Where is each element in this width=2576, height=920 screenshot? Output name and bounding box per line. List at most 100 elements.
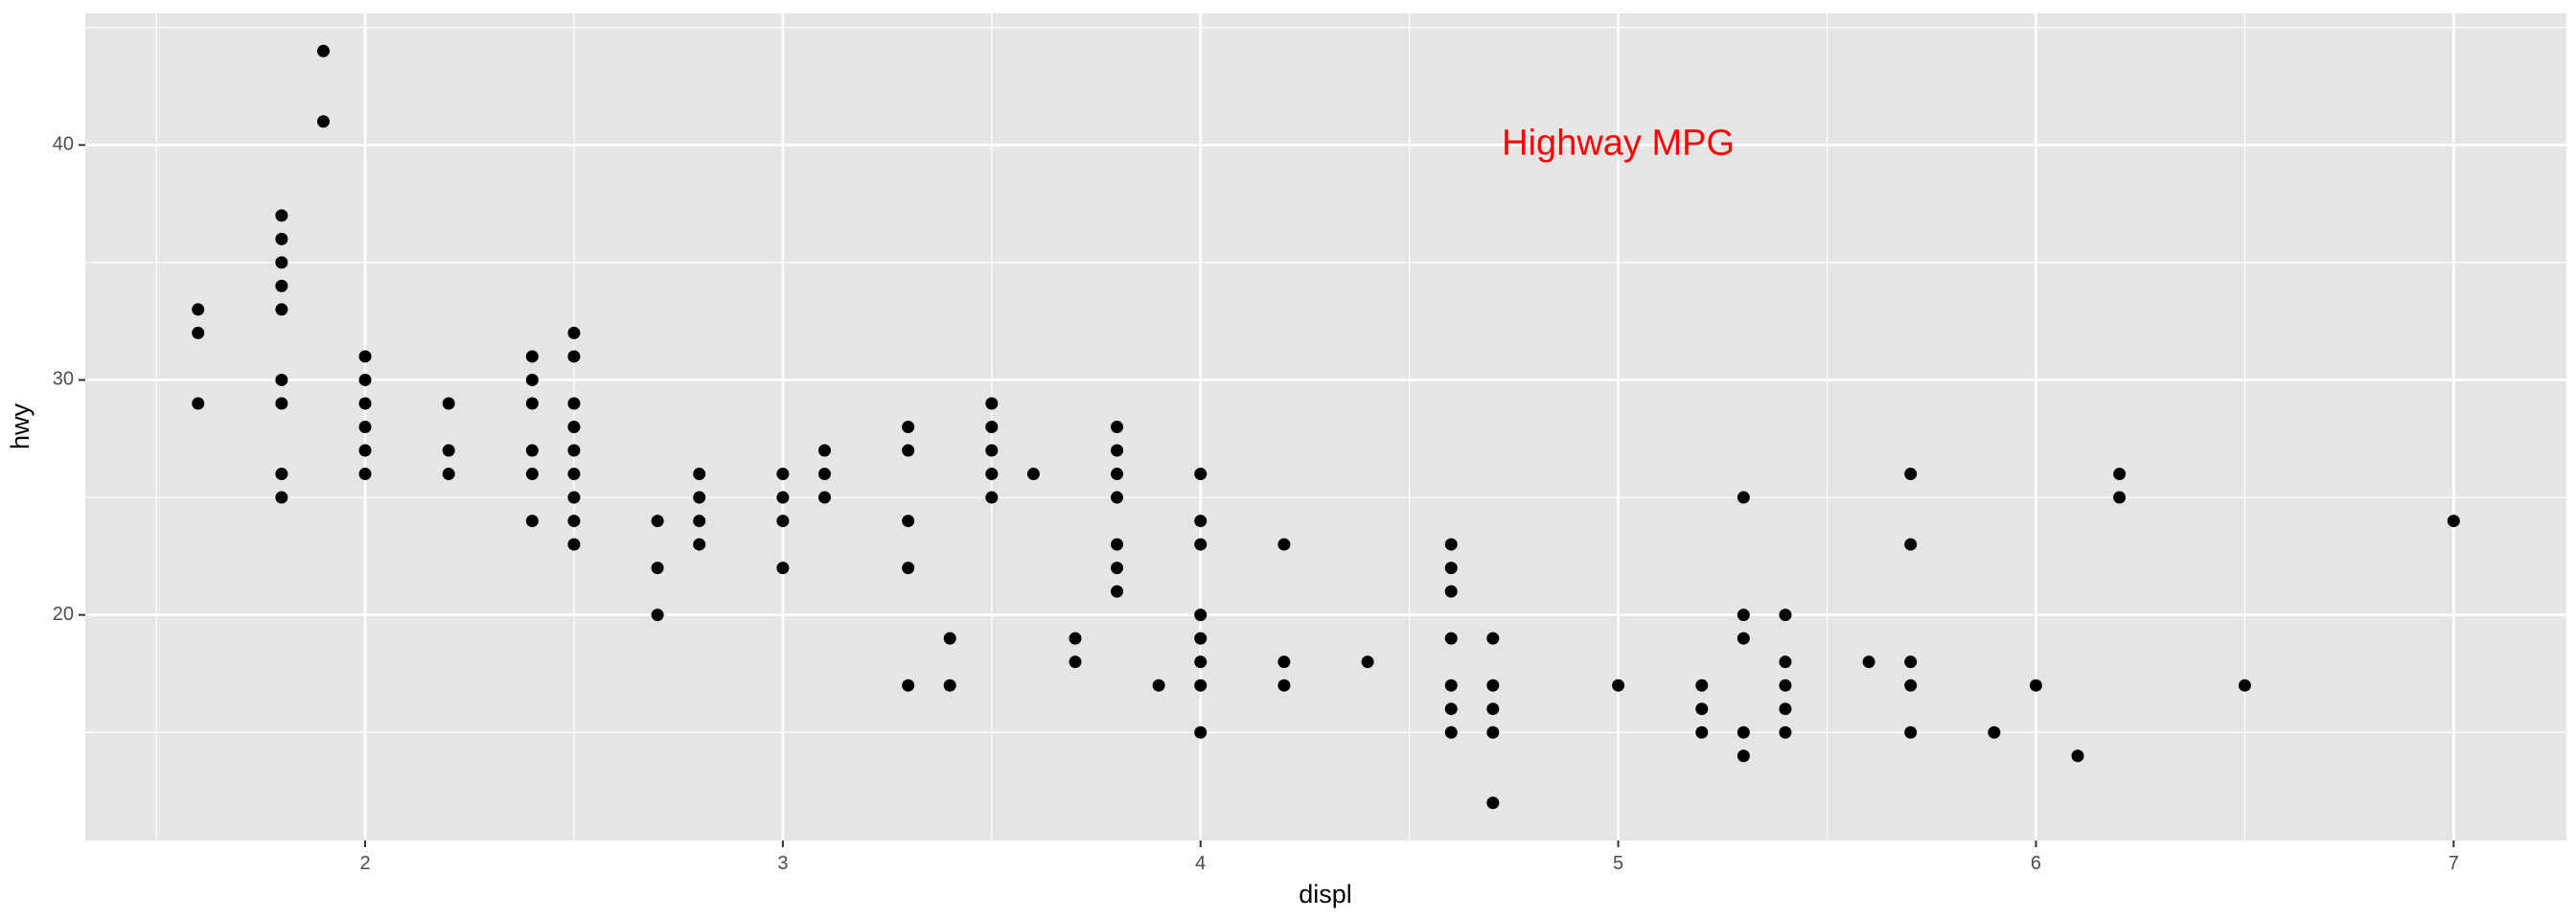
data-point [1779,609,1792,622]
data-point [442,397,455,410]
data-point [1361,656,1374,669]
data-point [1111,444,1124,457]
data-point [651,562,664,575]
data-point [1444,632,1458,645]
data-point [1069,632,1082,645]
data-point [1736,725,1750,739]
data-point [1194,656,1208,669]
data-point [1194,468,1208,481]
data-point [567,515,581,528]
data-point [2071,749,2084,763]
data-point [525,397,539,410]
y-tick-label: 40 [53,134,74,155]
data-point [651,515,664,528]
data-point [1736,609,1750,622]
data-point [1444,562,1458,575]
x-tick-label: 4 [1195,853,1206,874]
data-point [1194,609,1208,622]
data-point [192,397,205,410]
data-point [1736,749,1750,763]
x-tick-label: 2 [359,853,370,874]
data-point [1988,725,2001,739]
x-axis-ticks: 2 3 4 5 6 7 [359,840,2459,874]
data-point [817,444,831,457]
data-point [2447,515,2460,528]
data-point [1111,491,1124,504]
data-point [985,397,999,410]
data-point [985,444,999,457]
data-point [902,515,915,528]
data-point [902,678,915,692]
data-point [1904,538,1918,551]
data-point [358,397,372,410]
data-point [567,397,581,410]
data-point [776,562,790,575]
data-point [275,279,288,292]
data-point [1486,702,1500,716]
data-point [902,562,915,575]
data-point [1194,538,1208,551]
data-point [1695,678,1709,692]
data-point [525,468,539,481]
data-point [1695,702,1709,716]
data-point [902,421,915,433]
data-point [442,444,455,457]
data-point [693,538,706,551]
data-point [1779,678,1792,692]
data-point [358,468,372,481]
x-tick-label: 6 [2031,853,2041,874]
data-point [1194,515,1208,528]
data-point [693,491,706,504]
data-point [358,421,372,433]
data-point [358,373,372,386]
data-point [1904,468,1918,481]
data-point [1486,725,1500,739]
data-point [567,444,581,457]
data-point [1026,468,1040,481]
data-point [2029,678,2042,692]
data-point [2238,678,2251,692]
data-point [693,515,706,528]
data-point [1277,678,1291,692]
plot-panel [85,13,2566,840]
data-point [1194,632,1208,645]
data-point [275,303,288,316]
data-point [1486,632,1500,645]
data-point [985,491,999,504]
x-tick-label: 5 [1613,853,1623,874]
data-point [2113,468,2127,481]
data-point [1152,678,1165,692]
data-point [943,632,956,645]
data-point [1779,702,1792,716]
data-point [567,538,581,551]
data-point [275,256,288,269]
data-point [358,350,372,363]
data-point [1736,632,1750,645]
data-point [1194,678,1208,692]
data-point [567,350,581,363]
annotation-label: Highway MPG [1502,123,1735,163]
data-point [1111,585,1124,598]
data-point [1444,702,1458,716]
data-point [1111,468,1124,481]
data-point [275,232,288,245]
data-point [651,609,664,622]
data-point [776,468,790,481]
data-point [1695,725,1709,739]
data-point [1736,491,1750,504]
data-point [316,44,330,58]
data-point [1904,725,1918,739]
data-point [776,515,790,528]
x-axis-title: displ [1299,880,1352,908]
y-axis-ticks: 20 30 40 [53,134,85,625]
data-point [1069,656,1082,669]
data-point [902,444,915,457]
data-point [1444,678,1458,692]
data-point [567,421,581,433]
data-point [1277,538,1291,551]
data-point [776,491,790,504]
data-point [1444,538,1458,551]
data-point [525,373,539,386]
data-point [693,468,706,481]
